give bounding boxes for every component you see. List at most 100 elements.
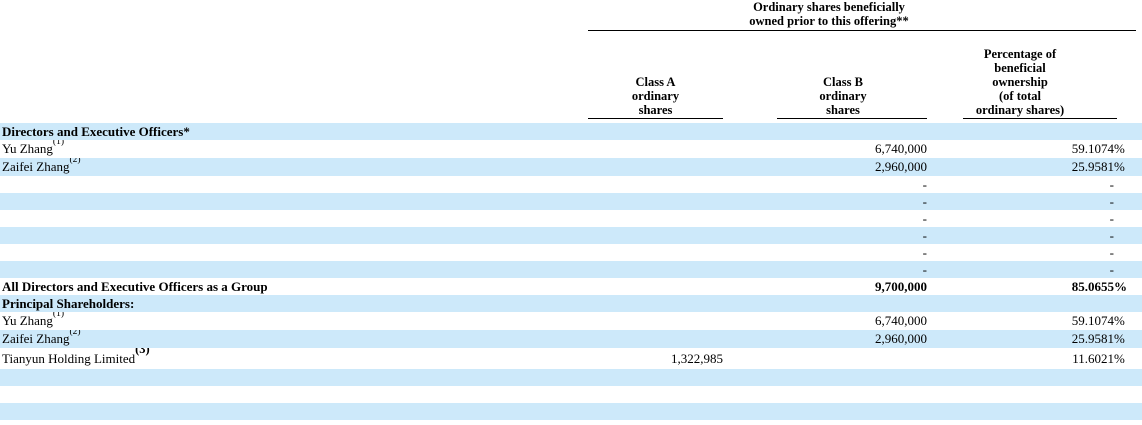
ownership-pct: 11.6021 — [1072, 351, 1114, 366]
ownership-pct — [927, 386, 1114, 403]
class-a-header-line: Class A — [635, 75, 676, 89]
shareholder-name-cell — [0, 386, 566, 403]
class-b-shares — [723, 348, 927, 369]
shareholder-name-cell: Zaifei Zhang(2) — [0, 158, 566, 176]
shareholder-name-cell: Tianyun Holding Limited(3) — [0, 348, 566, 369]
class-b-header-line: Class B — [823, 75, 863, 89]
class-a-shares — [566, 295, 723, 312]
class-b-shares: 9,700,000 — [875, 279, 927, 294]
shareholder-name: Zaifei Zhang — [2, 159, 70, 174]
percentage-header-line: ownership — [992, 75, 1048, 89]
table-row — [0, 403, 1142, 420]
class-b-shares: - — [922, 228, 927, 243]
shareholder-name-cell — [0, 403, 566, 420]
table-row — [0, 386, 1142, 403]
class-a-shares — [566, 312, 723, 330]
table-row: Zaifei Zhang(2) 2,960,000 25.9581 % — [0, 330, 1142, 348]
pct-suffix: % — [1114, 141, 1125, 156]
class-a-header-line: ordinary — [631, 89, 680, 103]
class-b-shares: 2,960,000 — [875, 331, 927, 346]
pct-suffix — [1114, 210, 1142, 227]
class-a-shares — [566, 244, 723, 261]
table-row: - - — [0, 261, 1142, 278]
class-a-shares: 1,322,985 — [671, 351, 723, 366]
class-b-header-line: ordinary — [819, 89, 867, 103]
table-row: Yu Zhang(1) 6,740,000 59.1074 % — [0, 312, 1142, 330]
class-a-shares — [566, 176, 723, 193]
class-b-shares — [723, 295, 927, 312]
class-a-shares — [566, 278, 723, 295]
table-row: - - — [0, 176, 1142, 193]
percentage-header-line: beneficial — [994, 61, 1046, 75]
table-row: - - — [0, 193, 1142, 210]
class-b-shares: 6,740,000 — [875, 313, 927, 328]
class-a-shares — [566, 403, 723, 420]
ownership-pct — [927, 295, 1114, 312]
pct-suffix — [1114, 295, 1142, 312]
shareholder-name-cell — [0, 261, 566, 278]
percentage-header-line: Percentage of — [983, 47, 1057, 61]
class-a-shares — [566, 261, 723, 278]
ownership-pct: - — [1109, 245, 1114, 260]
shareholder-name: Tianyun Holding Limited — [2, 351, 136, 366]
pct-suffix — [1114, 176, 1142, 193]
class-a-header-line: shares — [638, 103, 673, 117]
ownership-pct: - — [1109, 211, 1114, 226]
class-a-shares — [566, 369, 723, 386]
shareholder-name-cell: Directors and Executive Officers* — [0, 123, 566, 140]
footnote-ref: (1) — [52, 312, 64, 319]
ownership-pct: - — [1109, 177, 1114, 192]
table-row: - - — [0, 227, 1142, 244]
shareholder-name-cell: All Directors and Executive Officers as … — [0, 278, 566, 295]
class-b-shares: - — [922, 262, 927, 277]
shareholder-name-cell — [0, 176, 566, 193]
shareholder-name: Principal Shareholders: — [2, 296, 135, 311]
shareholder-name-cell: Yu Zhang(1) — [0, 140, 566, 158]
class-b-shares — [723, 123, 927, 140]
shareholder-name: Yu Zhang — [2, 313, 53, 328]
pct-suffix: % — [1114, 331, 1125, 346]
table-row: - - — [0, 210, 1142, 227]
shareholder-name-cell — [0, 210, 566, 227]
pct-suffix: % — [1114, 159, 1125, 174]
class-b-shares: - — [922, 211, 927, 226]
class-a-shares — [566, 330, 723, 348]
shareholder-name-cell: Yu Zhang(1) — [0, 312, 566, 330]
footnote-ref: (3) — [135, 348, 150, 356]
ownership-pct: 59.1074 — [1071, 313, 1114, 328]
class-b-header-line: shares — [826, 103, 860, 117]
shareholder-name-cell: Zaifei Zhang(2) — [0, 330, 566, 348]
class-b-column-header: Class B ordinary shares — [777, 75, 927, 119]
ownership-pct — [927, 123, 1114, 140]
class-a-shares — [566, 210, 723, 227]
class-b-shares — [723, 369, 927, 386]
class-b-shares: 2,960,000 — [875, 159, 927, 174]
ownership-pct — [927, 369, 1114, 386]
pct-suffix: % — [1114, 313, 1125, 328]
class-b-shares — [723, 403, 927, 420]
class-a-shares — [566, 123, 723, 140]
shareholder-name-cell — [0, 227, 566, 244]
class-b-shares: - — [922, 245, 927, 260]
pct-suffix: % — [1114, 279, 1127, 294]
shareholder-name-cell — [0, 244, 566, 261]
table-body: Directors and Executive Officers* Yu Zha… — [0, 123, 1142, 420]
percentage-header-line: (of total — [999, 89, 1041, 103]
shareholder-name: All Directors and Executive Officers as … — [2, 279, 268, 294]
ownership-pct: - — [1109, 262, 1114, 277]
table-row: Tianyun Holding Limited(3) 1,322,985 11.… — [0, 348, 1142, 369]
percentage-column-header: Percentage of beneficial ownership (of t… — [963, 47, 1117, 119]
class-a-shares — [566, 386, 723, 403]
pct-suffix — [1114, 193, 1142, 210]
class-a-shares — [566, 227, 723, 244]
footnote-ref: (2) — [69, 330, 81, 337]
table-row: Yu Zhang(1) 6,740,000 59.1074 % — [0, 140, 1142, 158]
ownership-pct: 25.9581 — [1071, 331, 1114, 346]
table-row — [0, 369, 1142, 386]
span-header-line-2: owned prior to this offering** — [749, 14, 909, 28]
pct-suffix — [1114, 244, 1142, 261]
ownership-pct: 25.9581 — [1071, 159, 1114, 174]
shareholder-name: Zaifei Zhang — [2, 331, 70, 346]
table-row: All Directors and Executive Officers as … — [0, 278, 1142, 295]
